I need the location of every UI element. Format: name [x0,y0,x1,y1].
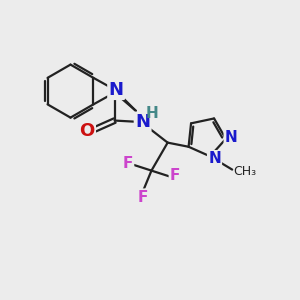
Text: H: H [146,106,159,121]
Text: CH₃: CH₃ [234,165,257,178]
Text: N: N [109,81,124,99]
Text: F: F [170,167,180,182]
Text: N: N [135,113,150,131]
Text: N: N [208,151,221,166]
Text: O: O [79,122,94,140]
Text: F: F [123,156,133,171]
Text: F: F [138,190,148,205]
Text: N: N [225,130,238,145]
